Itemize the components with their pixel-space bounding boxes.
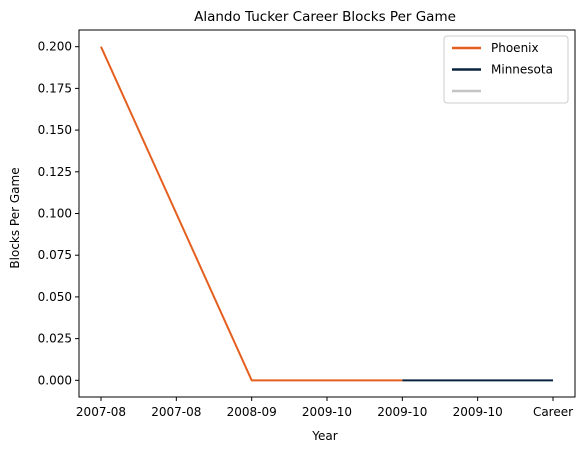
y-axis-label: Blocks Per Game	[8, 167, 22, 268]
y-tick-label: 0.125	[38, 165, 72, 179]
x-axis-label: Year	[311, 429, 337, 443]
y-tick-label: 0.050	[38, 290, 72, 304]
x-tick-label: 2007-08	[76, 405, 126, 419]
x-tick-label: Career	[533, 405, 573, 419]
y-tick-label: 0.025	[38, 332, 72, 346]
y-axis-ticks: 0.000 0.025 0.050 0.075 0.100 0.125 0.150 0.175…	[38, 40, 79, 388]
legend-label: Phoenix	[491, 41, 539, 55]
legend-label: Minnesota	[491, 63, 553, 77]
x-tick-label: 2009-10	[377, 405, 427, 419]
x-axis-ticks: 2007-08 2007-08 2008-09 2009-10 2009-10 2009-…	[76, 397, 573, 419]
y-tick-label: 0.150	[38, 123, 72, 137]
y-tick-label: 0.100	[38, 207, 72, 221]
x-tick-label: 2009-10	[453, 405, 503, 419]
y-tick-label: 0.075	[38, 248, 72, 262]
y-tick-label: 0.175	[38, 81, 72, 95]
x-tick-label: 2007-08	[151, 405, 201, 419]
y-tick-label: 0.000	[38, 373, 72, 387]
chart-title: Alando Tucker Career Blocks Per Game	[194, 9, 456, 25]
legend: Phoenix Minnesota	[444, 36, 568, 103]
y-tick-label: 0.200	[38, 40, 72, 54]
x-tick-label: 2008-09	[227, 405, 277, 419]
series-line-phoenix	[101, 47, 402, 381]
x-tick-label: 2009-10	[302, 405, 352, 419]
